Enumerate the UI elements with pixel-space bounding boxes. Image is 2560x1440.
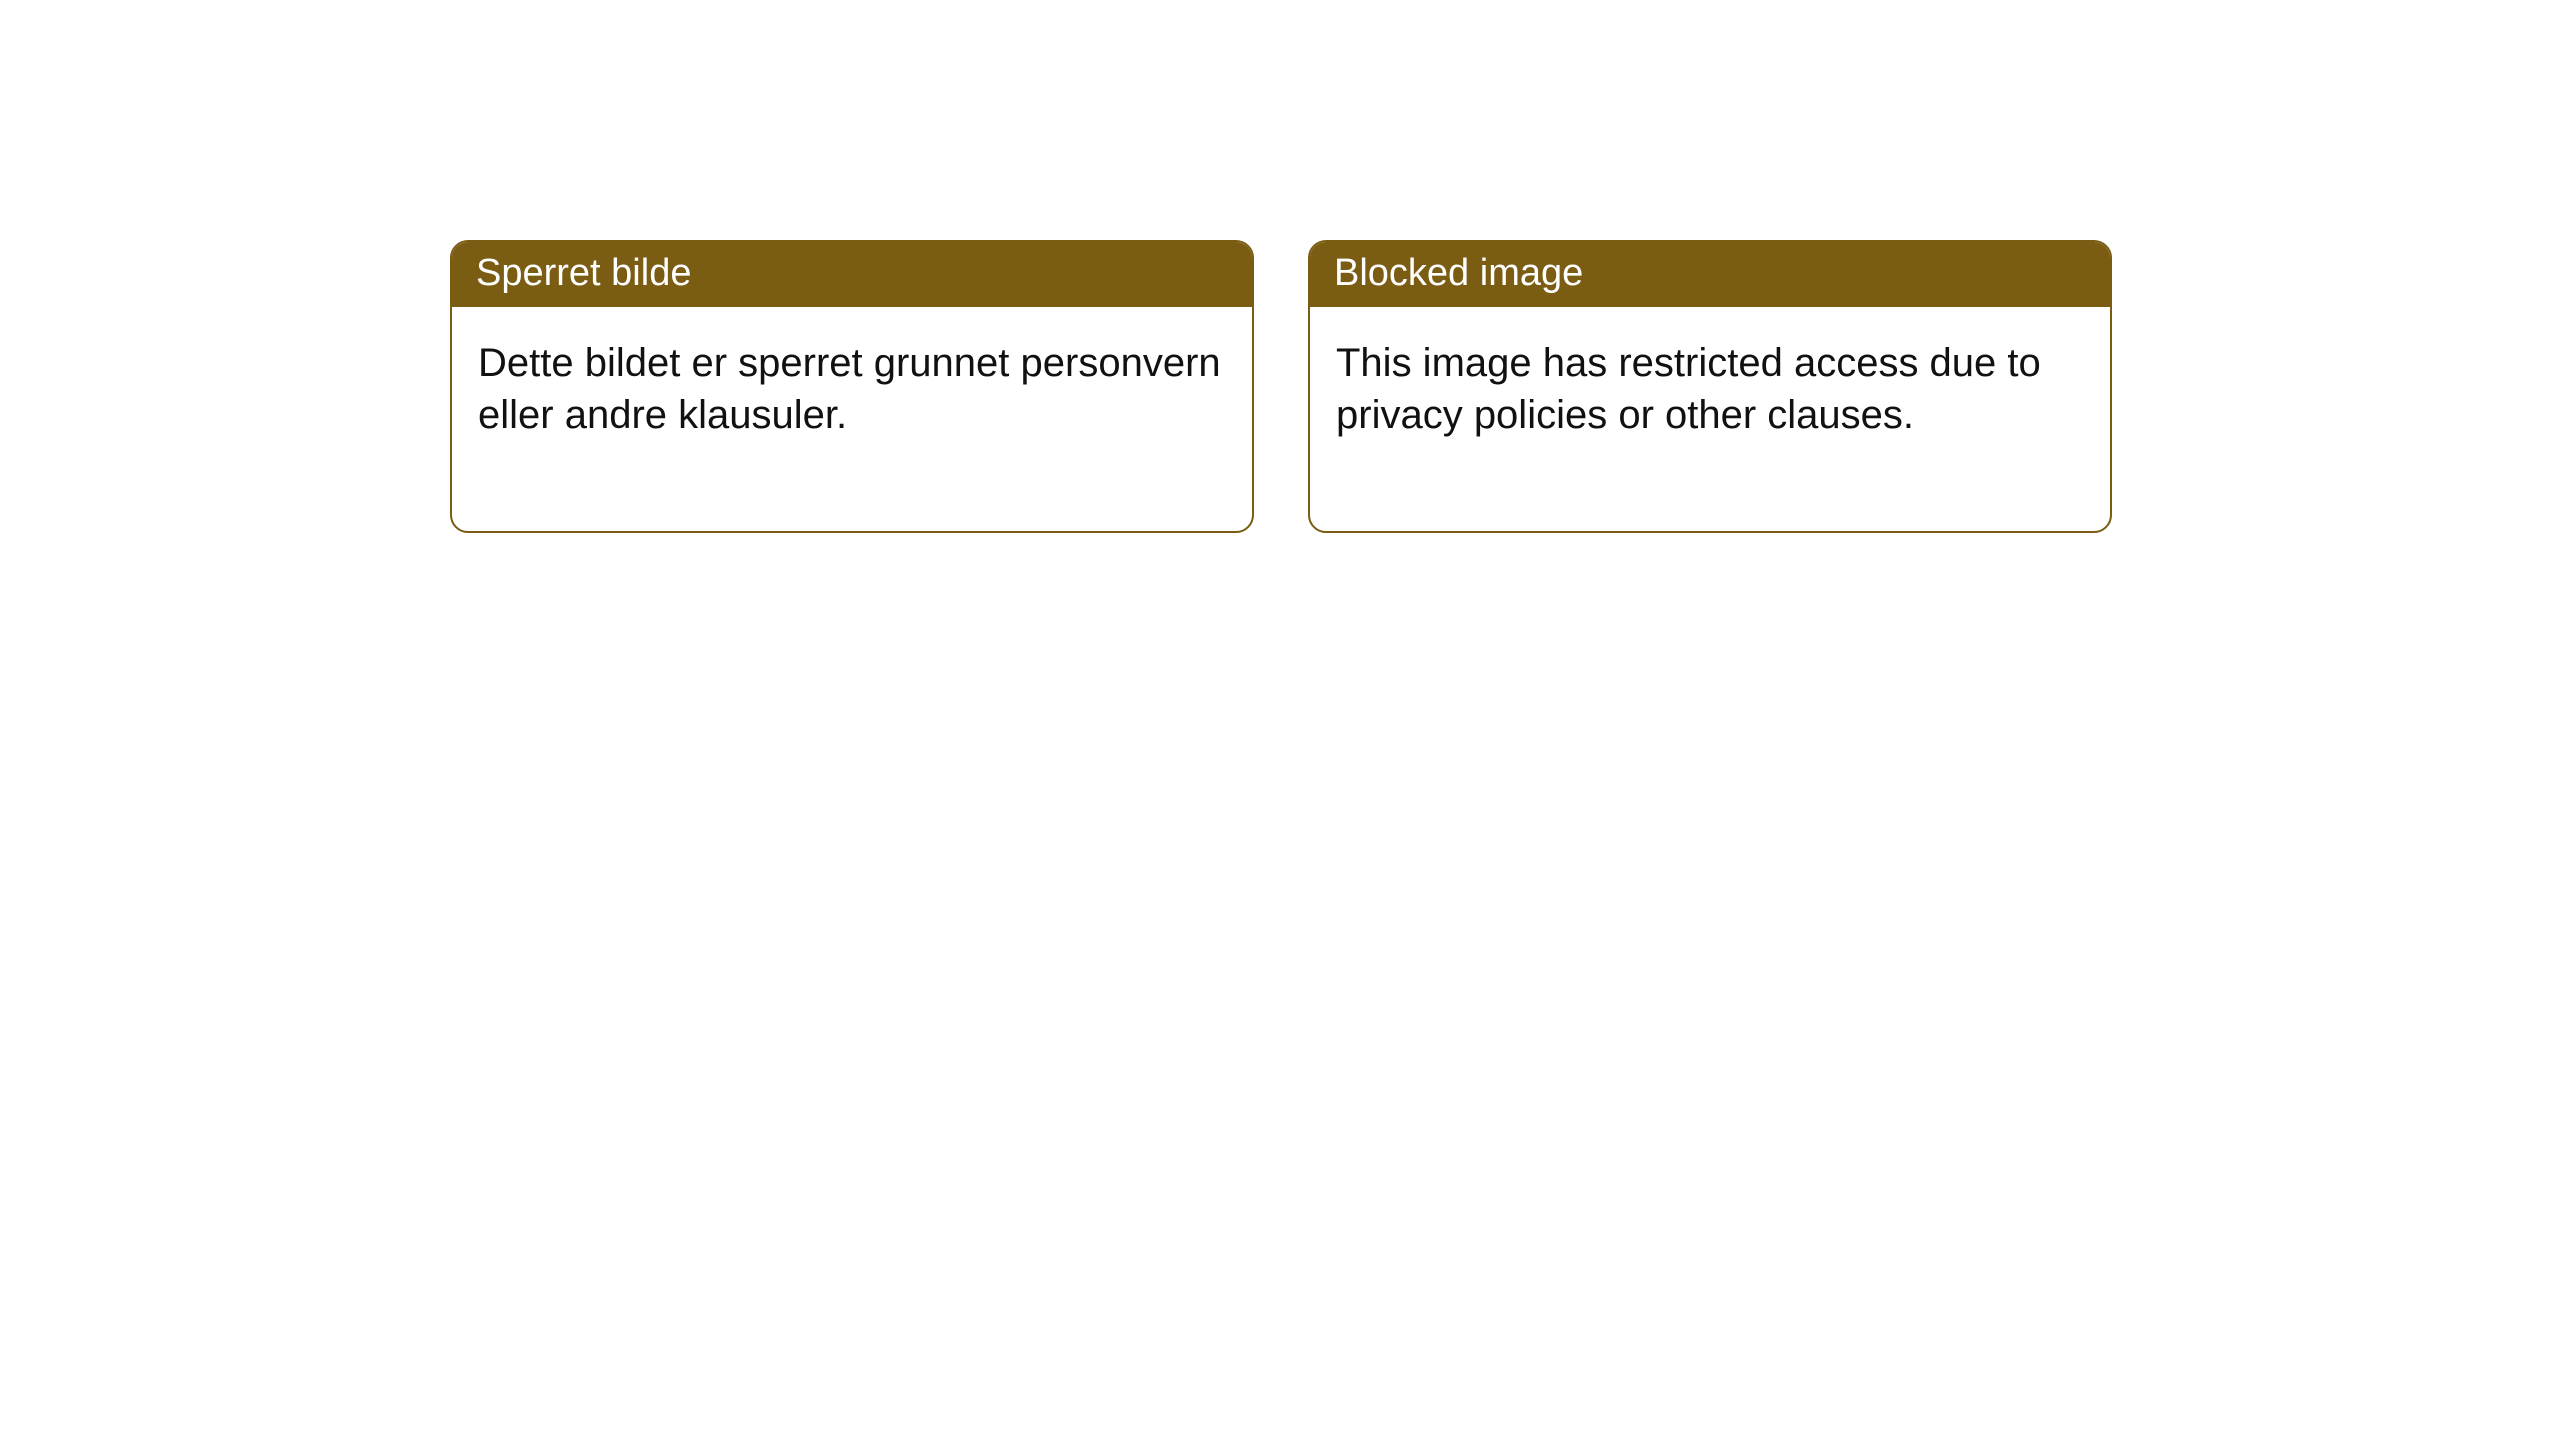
notice-body-text: This image has restricted access due to … [1336,341,2041,437]
notice-title: Blocked image [1334,252,1583,294]
notice-card-english: Blocked image This image has restricted … [1308,240,2112,533]
notices-container: Sperret bilde Dette bildet er sperret gr… [0,0,2560,533]
notice-body: This image has restricted access due to … [1310,307,2110,531]
notice-card-norwegian: Sperret bilde Dette bildet er sperret gr… [450,240,1254,533]
notice-body: Dette bildet er sperret grunnet personve… [452,307,1252,531]
notice-body-text: Dette bildet er sperret grunnet personve… [478,341,1221,437]
notice-header: Blocked image [1310,242,2110,307]
notice-title: Sperret bilde [476,252,691,294]
notice-header: Sperret bilde [452,242,1252,307]
